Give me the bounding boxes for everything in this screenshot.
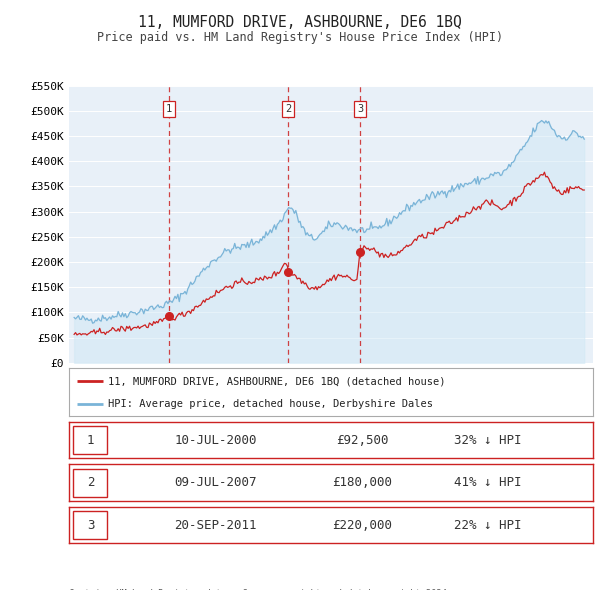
Text: 32% ↓ HPI: 32% ↓ HPI <box>454 434 522 447</box>
FancyBboxPatch shape <box>73 511 107 539</box>
Text: 22% ↓ HPI: 22% ↓ HPI <box>454 519 522 532</box>
Text: £220,000: £220,000 <box>332 519 392 532</box>
Text: HPI: Average price, detached house, Derbyshire Dales: HPI: Average price, detached house, Derb… <box>108 399 433 409</box>
Text: 20-SEP-2011: 20-SEP-2011 <box>175 519 257 532</box>
Text: Contains HM Land Registry data © Crown copyright and database right 2024.: Contains HM Land Registry data © Crown c… <box>69 589 452 590</box>
Text: 3: 3 <box>87 519 94 532</box>
Text: 2: 2 <box>286 104 292 114</box>
Text: £180,000: £180,000 <box>332 476 392 489</box>
Text: 41% ↓ HPI: 41% ↓ HPI <box>454 476 522 489</box>
Text: £92,500: £92,500 <box>336 434 389 447</box>
Text: 11, MUMFORD DRIVE, ASHBOURNE, DE6 1BQ: 11, MUMFORD DRIVE, ASHBOURNE, DE6 1BQ <box>138 15 462 30</box>
Text: Price paid vs. HM Land Registry's House Price Index (HPI): Price paid vs. HM Land Registry's House … <box>97 31 503 44</box>
Text: 10-JUL-2000: 10-JUL-2000 <box>175 434 257 447</box>
Text: 3: 3 <box>357 104 364 114</box>
Text: 1: 1 <box>166 104 172 114</box>
FancyBboxPatch shape <box>73 426 107 454</box>
Text: 09-JUL-2007: 09-JUL-2007 <box>175 476 257 489</box>
FancyBboxPatch shape <box>73 468 107 497</box>
Text: 2: 2 <box>87 476 94 489</box>
Text: 1: 1 <box>87 434 94 447</box>
Text: 11, MUMFORD DRIVE, ASHBOURNE, DE6 1BQ (detached house): 11, MUMFORD DRIVE, ASHBOURNE, DE6 1BQ (d… <box>108 376 446 386</box>
